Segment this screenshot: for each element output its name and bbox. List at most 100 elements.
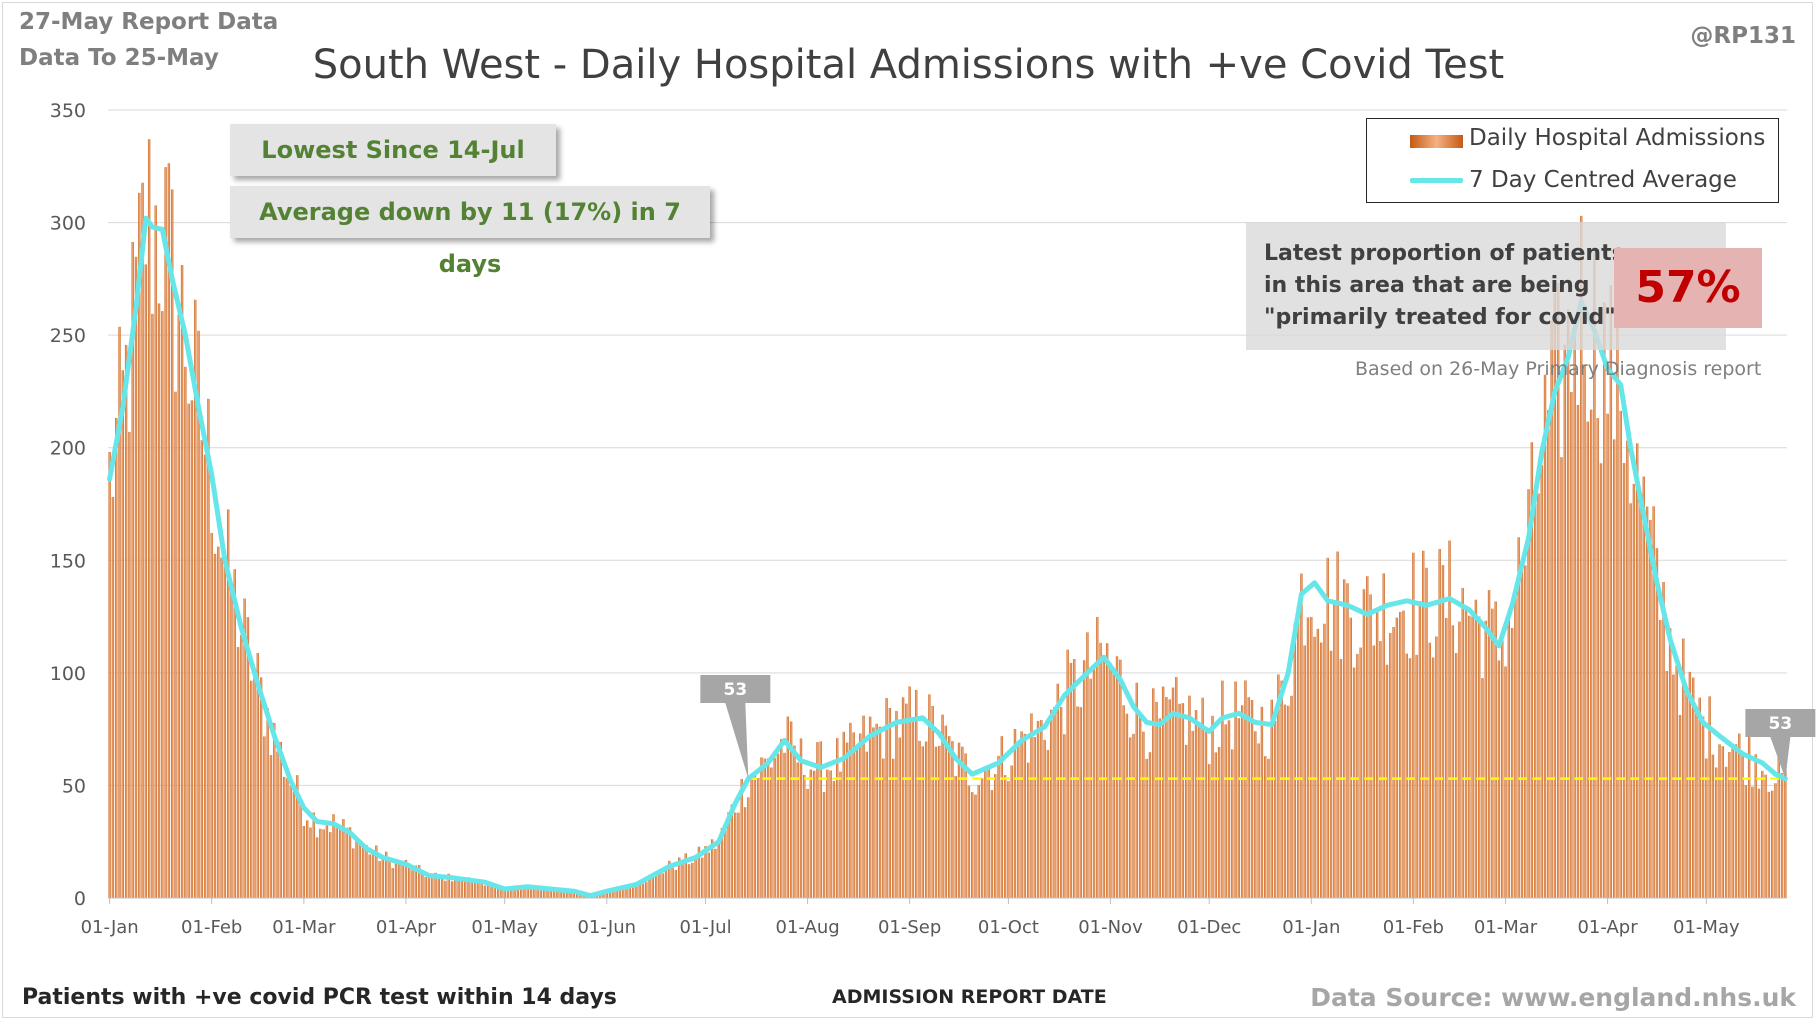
x-axis-title: ADMISSION REPORT DATE [832, 986, 1107, 1008]
bar [424, 877, 427, 898]
bar [1764, 774, 1767, 898]
bar [180, 265, 184, 898]
x-tick-label: 01-Aug [776, 917, 840, 938]
bar [1580, 215, 1583, 899]
y-tick-label: 150 [50, 550, 86, 572]
bar [750, 776, 753, 898]
author-handle: @RP131 [1690, 23, 1796, 49]
bar [743, 807, 747, 898]
bar [1033, 737, 1036, 898]
bar [757, 777, 760, 898]
bar [1270, 699, 1273, 898]
bar [154, 205, 157, 899]
bar [434, 872, 437, 898]
bar-series [108, 139, 1787, 899]
bar [210, 532, 213, 898]
bar [1405, 653, 1408, 898]
bar [440, 875, 444, 898]
bar [1547, 410, 1550, 898]
bar [1152, 688, 1155, 898]
bar [1672, 674, 1675, 898]
bar [325, 825, 329, 898]
bar [250, 680, 253, 898]
bar [1145, 758, 1148, 898]
bar [516, 888, 520, 898]
bar [1553, 292, 1557, 898]
bar [1514, 595, 1517, 898]
bar [1165, 697, 1168, 898]
bar [437, 875, 441, 898]
bar [608, 890, 612, 898]
bar [1487, 590, 1491, 898]
bar [1343, 579, 1346, 898]
bar [355, 837, 358, 898]
x-tick-label: 01-Feb [181, 917, 242, 938]
bar [1020, 731, 1023, 898]
bar [368, 854, 371, 898]
bar [908, 686, 911, 898]
bar [1616, 281, 1619, 898]
bar [1250, 699, 1254, 898]
bar [845, 742, 849, 898]
bar [803, 774, 806, 898]
bar [1313, 636, 1316, 898]
bar [131, 241, 134, 898]
bar [533, 887, 536, 898]
bar [602, 891, 605, 898]
bar [329, 832, 332, 898]
bar [391, 868, 394, 898]
bar [1774, 783, 1777, 898]
proportion-text: Latest proportion of patients in this ar… [1264, 238, 1625, 334]
bar [457, 879, 460, 898]
bar [1105, 643, 1109, 898]
bar [1280, 680, 1283, 898]
bar [1132, 733, 1135, 898]
bar [819, 741, 822, 898]
bar [1086, 632, 1089, 898]
bar [638, 885, 641, 898]
bar [1448, 540, 1451, 898]
bar [1079, 707, 1083, 898]
bar [1451, 625, 1455, 898]
bar [809, 769, 813, 898]
bar [546, 890, 549, 898]
bar [898, 737, 901, 898]
x-tick-label: 01-Mar [1474, 917, 1538, 938]
bar [1306, 617, 1310, 898]
x-tick-label: 01-Dec [1177, 917, 1241, 938]
x-tick-label: 01-Oct [978, 917, 1039, 938]
bar [855, 749, 859, 898]
bar [967, 785, 971, 898]
bar [569, 891, 572, 898]
bar [961, 746, 964, 898]
bar [1583, 364, 1586, 898]
bar [684, 853, 687, 898]
bar [1428, 642, 1431, 898]
bar [641, 883, 645, 898]
x-tick-label: 01-May [1673, 917, 1740, 938]
bar [1619, 410, 1622, 898]
x-tick-label: 01-Jan [81, 917, 139, 938]
bar [1573, 337, 1576, 899]
bar [1662, 581, 1665, 898]
bar [1734, 744, 1738, 898]
bar [911, 717, 915, 898]
bar [454, 880, 457, 898]
bar [799, 738, 803, 898]
bar [496, 885, 500, 898]
bar [411, 870, 414, 898]
bar [1385, 664, 1389, 898]
bar [1484, 620, 1487, 898]
bar [730, 804, 734, 898]
bar [1533, 497, 1537, 898]
bar [1464, 609, 1468, 898]
bar [190, 400, 194, 898]
bar [1240, 705, 1244, 898]
bar [1609, 285, 1613, 899]
proportion-source-note: Based on 26-May Primary Diagnosis report [1355, 358, 1762, 380]
bar [279, 741, 283, 898]
bar [246, 617, 250, 898]
bar [842, 731, 845, 898]
bar [1438, 548, 1441, 898]
bar [473, 878, 477, 898]
